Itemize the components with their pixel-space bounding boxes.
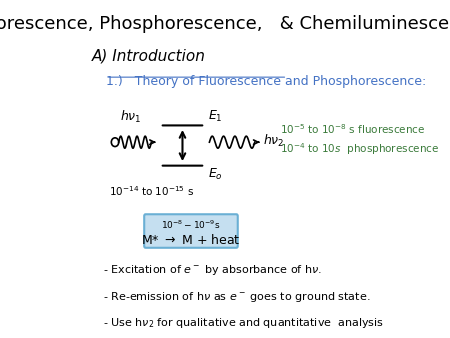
- Text: - Use h$\nu_2$ for qualitative and quantitative  analysis: - Use h$\nu_2$ for qualitative and quant…: [103, 316, 384, 331]
- Text: $10^{-4}$ to $10s$  phosphorescence: $10^{-4}$ to $10s$ phosphorescence: [280, 141, 440, 157]
- Text: A) Introduction: A) Introduction: [92, 48, 206, 63]
- Text: - Excitation of $e^-$ by absorbance of h$\nu$.: - Excitation of $e^-$ by absorbance of h…: [103, 263, 322, 277]
- Text: $E_1$: $E_1$: [208, 108, 223, 124]
- Text: $10^{-5}$ to $10^{-8}$ s fluorescence: $10^{-5}$ to $10^{-8}$ s fluorescence: [280, 122, 426, 136]
- Text: $h\nu_1$: $h\nu_1$: [120, 109, 142, 125]
- Text: $E_o$: $E_o$: [208, 167, 223, 183]
- FancyBboxPatch shape: [144, 214, 238, 248]
- Text: 1.)   Theory of Fluorescence and Phosphorescence:: 1.) Theory of Fluorescence and Phosphore…: [106, 75, 426, 88]
- Text: Fluorescence, Phosphorescence,   & Chemiluminescence: Fluorescence, Phosphorescence, & Chemilu…: [0, 15, 450, 33]
- Text: $10^{-14}$ to $10^{-15}$ s: $10^{-14}$ to $10^{-15}$ s: [109, 184, 194, 198]
- Text: $h\nu_2$: $h\nu_2$: [263, 132, 285, 149]
- Text: $10^{-8} - 10^{-9}$s: $10^{-8} - 10^{-9}$s: [161, 219, 220, 231]
- Text: - Re-emission of h$\nu$ as $e^-$ goes to ground state.: - Re-emission of h$\nu$ as $e^-$ goes to…: [103, 290, 370, 304]
- Text: M* $\rightarrow$ M + heat: M* $\rightarrow$ M + heat: [141, 233, 241, 247]
